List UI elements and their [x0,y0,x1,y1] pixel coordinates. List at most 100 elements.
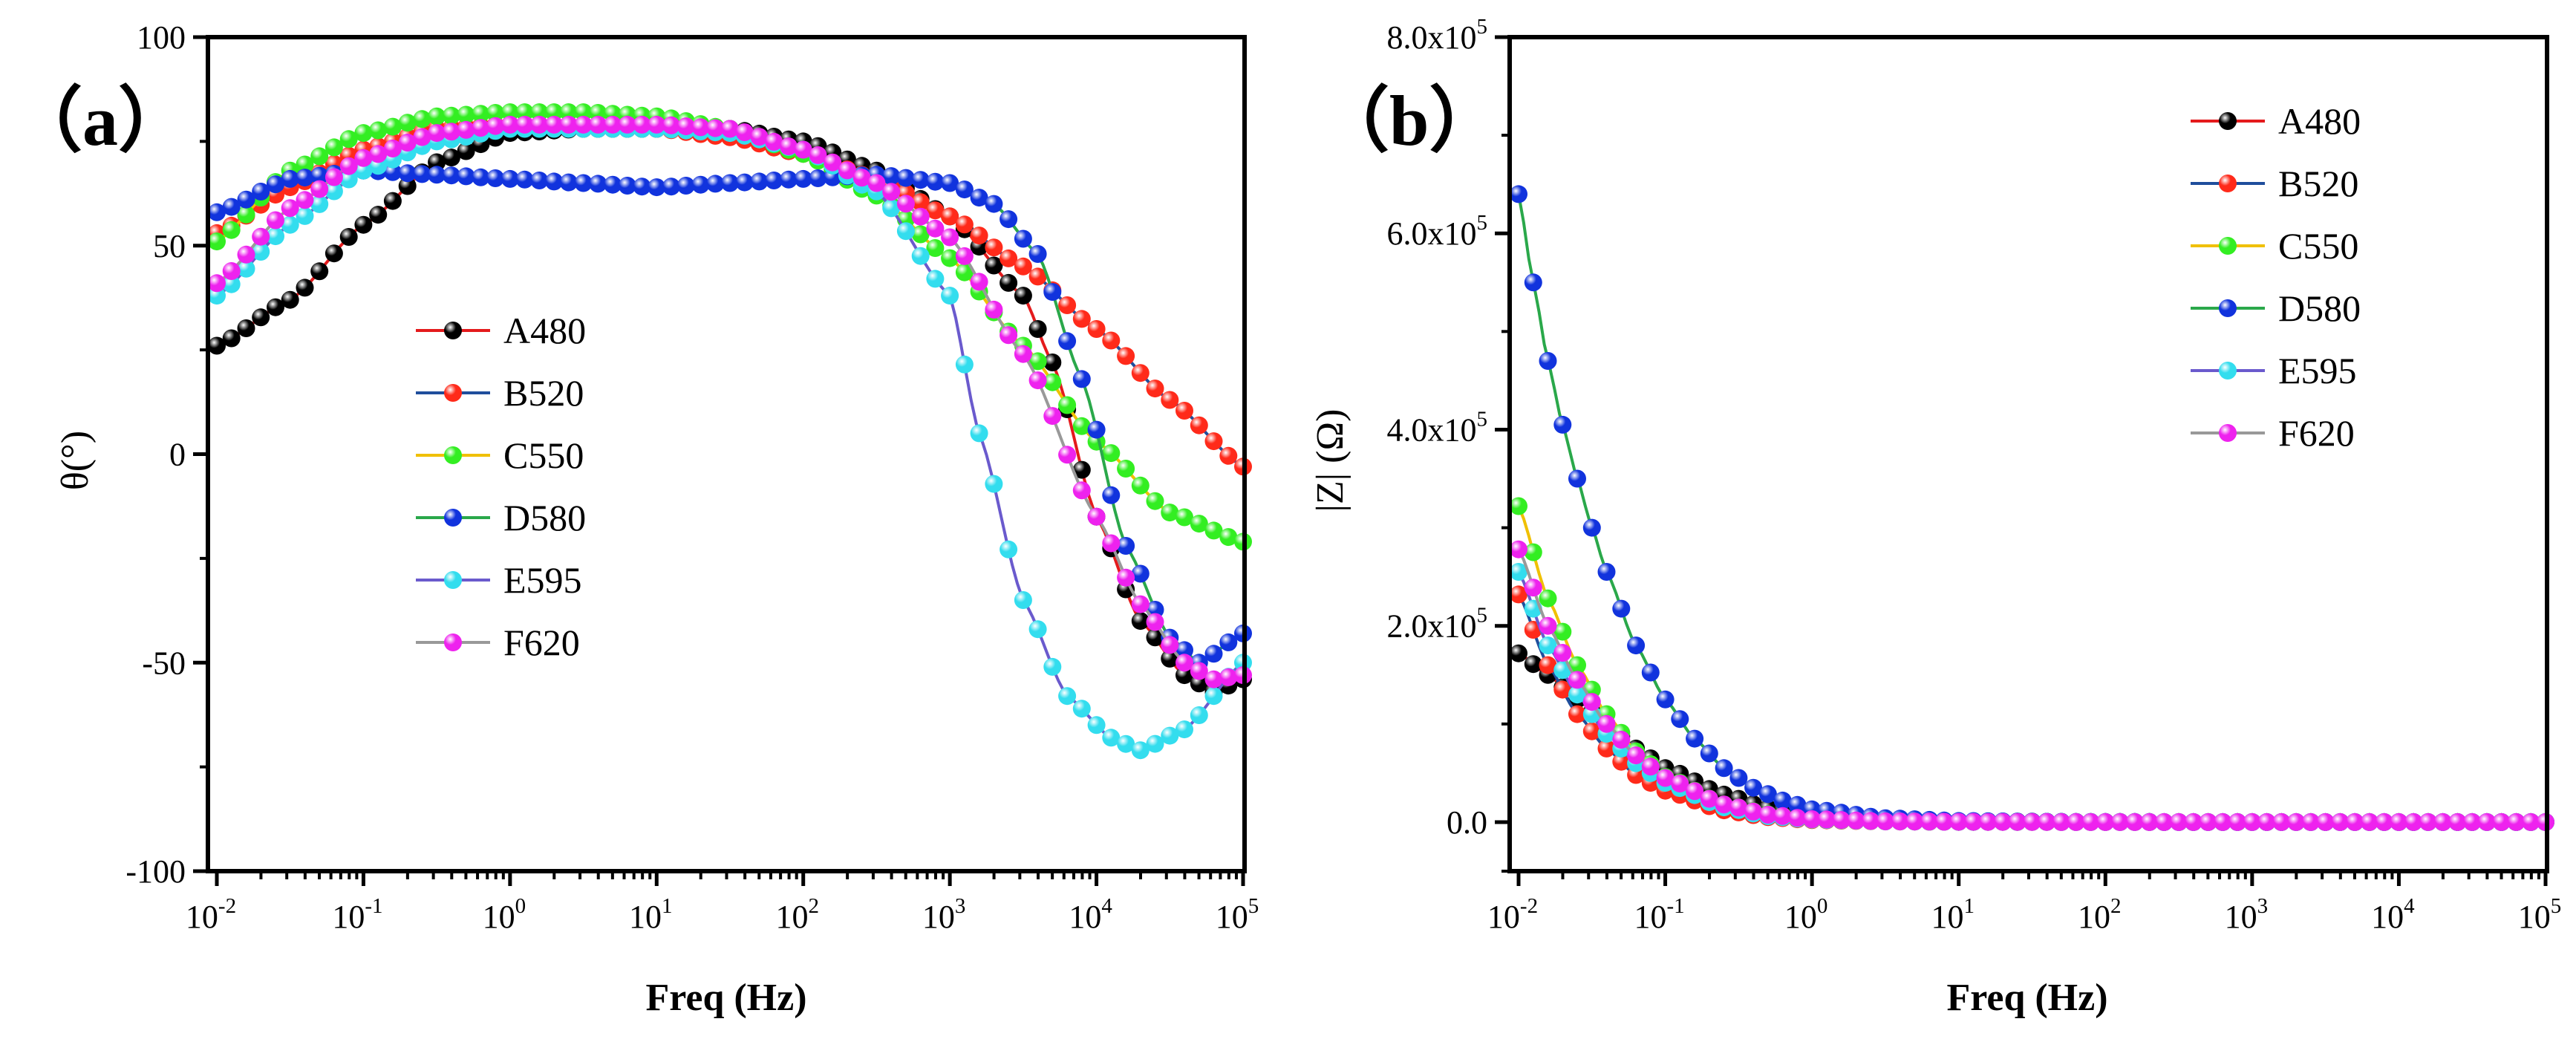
panel-a-legend-item-f620: F620 [416,622,580,663]
panel-b-data-point [1524,655,1542,674]
panel-b-data-point [1862,812,1880,830]
panel-a-x-tick-exp: 0 [515,894,526,918]
panel-a-data-point [1117,568,1135,587]
panel-a-data-point [281,199,299,218]
panel-a-data-point [252,243,270,261]
panel-b-axes: 10-2 10-1 100 101 102 103 104 1050.02.0x1054.0x… [1387,15,2562,935]
panel-a-data-point [985,475,1003,493]
panel-a-data-point [1204,645,1223,663]
panel-a-data-point [1000,249,1018,267]
panel-b-plot-frame [1507,35,2549,873]
panel-a-data-point [296,155,314,174]
panel-a-data-point [486,104,505,122]
panel-a-series-line [216,169,1244,663]
panel-b-data-point [2170,812,2188,831]
panel-b-data-point [2008,812,2026,831]
panel-a-data-point [442,123,460,141]
panel-a-data-point [1043,373,1062,391]
panel-a-data-point [985,238,1003,257]
legend-marker [2219,112,2237,130]
panel-a-data-point [1204,432,1223,451]
panel-b-data-point [1803,810,1822,828]
panel-b-data-point [1553,644,1572,662]
panel-b-data-point [1568,705,1586,723]
panel-a-data-point [545,172,564,191]
panel-a-data-point [1175,402,1193,420]
panel-a-data-point [1000,326,1018,345]
panel-b-data-point [2023,812,2041,831]
panel-b-legend-item-b520: B520 [2191,163,2358,204]
panel-a-x-tick-exp: 4 [1101,894,1112,918]
panel-a-data-point [237,205,255,224]
panel-a-data-point [721,120,739,138]
panel-a-data-point [1087,420,1106,439]
panel-a-data-point [472,119,490,137]
panel-b-data-point [2257,812,2276,831]
panel-b-x-tick-base: 10 [2078,899,2110,935]
panel-a-data-point [222,221,241,239]
panel-b-data-point [1686,782,1704,801]
panel-a-data-point [354,161,373,180]
panel-a-data-point [1087,320,1106,338]
panel-b-y-tick-mantissa: 6.0x10 [1387,215,1477,252]
panel-b-data-point [2448,812,2467,831]
panel-a-data-point [1175,654,1193,672]
panel-b-data-point [2433,812,2452,831]
panel-b-x-tick-exp: 2 [2110,894,2122,918]
panel-a-data-point [780,137,798,156]
panel-a-data-point [1000,273,1018,292]
panel-b-x-tick-label: 103 [2225,894,2269,935]
panel-a-data-point [1131,364,1150,382]
panel-b-data-point [1510,185,1527,203]
panel-a-data-point [1175,641,1193,659]
panel-a-data-point [222,262,241,280]
panel-b-data-point [1715,759,1733,778]
panel-b-data-point [1568,671,1586,689]
panel-b-y-tick-exp: 5 [1477,15,1488,39]
panel-b-data-point [1553,415,1572,434]
legend-label: A480 [2278,100,2361,142]
panel-a-data-point [428,153,446,172]
panel-b-x-tick-label: 100 [1784,894,1828,935]
legend-label: B520 [2278,163,2358,204]
panel-a-data-point [267,298,284,316]
panel-a-y-tick-label: 50 [153,228,186,264]
panel-a-x-tick-label: 105 [1216,894,1259,935]
panel-a-data-point [354,215,373,234]
panel-a-x-tick-label: 102 [775,894,819,935]
panel-b-data-point [1935,812,1953,831]
panel-a-data-point [574,174,593,192]
panel-a-data-point [941,287,959,305]
panel-b-x-tick-base: 10 [2225,899,2257,935]
panel-b-y-tick-exp: 5 [1477,211,1488,235]
panel-a-data-point [1131,564,1150,583]
panel-a-data-point [676,117,695,136]
panel-b-data-point [2522,812,2540,831]
panel-a-data-point [1087,716,1106,735]
panel-a-data-point [1058,396,1077,414]
panel-a-data-point [1072,481,1091,500]
panel-b-data-point [1773,807,1792,825]
panel-b-data-point [1773,791,1792,810]
panel-a-data-point [589,115,607,134]
panel-a-data-point [970,189,988,207]
panel-b-data-point [1582,722,1601,740]
panel-b-data-point [2287,812,2306,831]
panel-b-data-point [1671,775,1689,793]
panel-a-data-point [515,115,534,134]
panel-a-legend-item-e595: E595 [416,559,582,601]
panel-a-data-point [252,308,270,327]
panel-b-x-tick-label: 101 [1931,894,1975,935]
panel-a-data-point [1117,460,1135,478]
panel-a-data-point [896,195,915,213]
panel-b-x-tick-base: 10 [2371,899,2404,935]
panel-a-data-point [500,103,519,122]
panel-a-data-point [413,128,431,146]
panel-a-data-point [648,178,666,197]
panel-a-data-point [1131,595,1150,613]
panel-b-data-point [2492,812,2511,831]
panel-b-legend: A480 B520 C550 D580 E595 F620 [2191,100,2361,454]
panel-a-data-point [1028,245,1047,263]
panel-a-data-point [383,192,402,210]
